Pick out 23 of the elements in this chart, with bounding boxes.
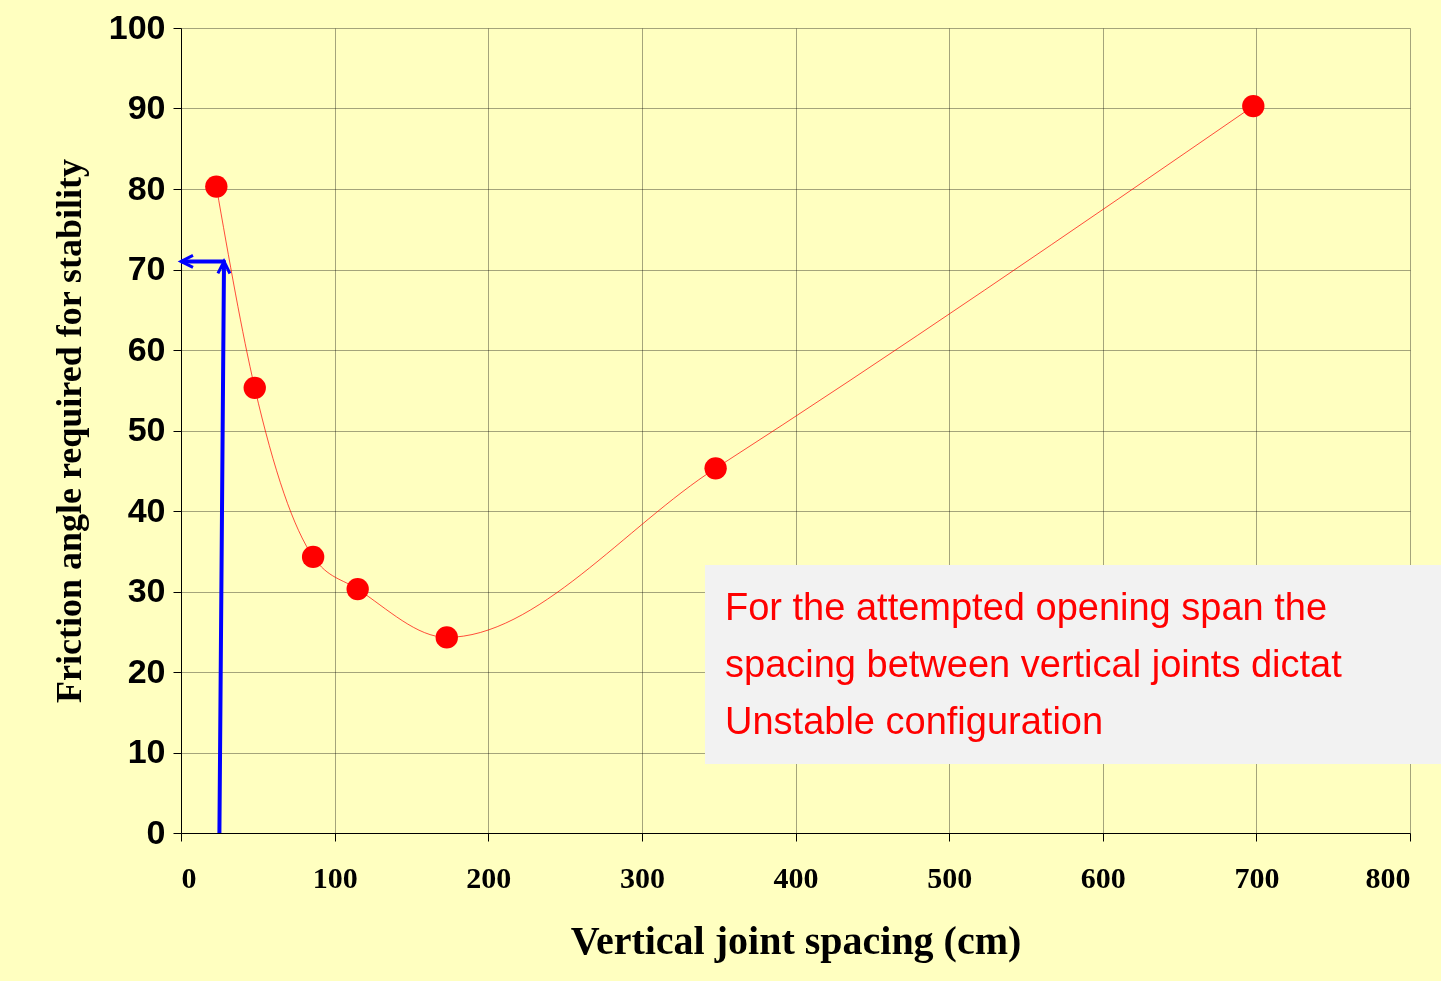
x-tick-label: 400 — [773, 860, 819, 894]
x-tick-label: 600 — [1080, 860, 1126, 894]
y-tick-label: 20 — [127, 651, 166, 690]
x-tick-label: 500 — [927, 860, 973, 894]
x-tick-label: 0 — [181, 860, 197, 894]
y-tick-label: 90 — [127, 88, 166, 126]
text-box: For the attempted opening span the spacing between vertical joints dictat Unstable configuration — [705, 565, 1441, 764]
y-tick-label: 30 — [127, 571, 166, 609]
x-tick-label: 700 — [1234, 860, 1280, 894]
y-tick-label: 0 — [146, 812, 166, 851]
y-axis-title: Friction angle required for stability — [48, 159, 89, 703]
y-tick-label: 70 — [127, 249, 166, 287]
y-tick-label: 100 — [108, 7, 166, 46]
y-tick-label: 60 — [127, 329, 166, 368]
x-axis-title: Vertical joint spacing (cm) — [570, 917, 1022, 963]
x-tick-label: 300 — [619, 860, 665, 894]
x-tick-label: 100 — [312, 860, 358, 894]
y-tick-label: 40 — [127, 490, 166, 529]
y-tick-label: 80 — [127, 168, 166, 207]
x-tick-label: 800 — [1365, 860, 1411, 894]
y-tick-label: 10 — [127, 732, 166, 770]
y-tick-label: 50 — [127, 410, 166, 448]
x-tick-label: 200 — [466, 860, 512, 894]
